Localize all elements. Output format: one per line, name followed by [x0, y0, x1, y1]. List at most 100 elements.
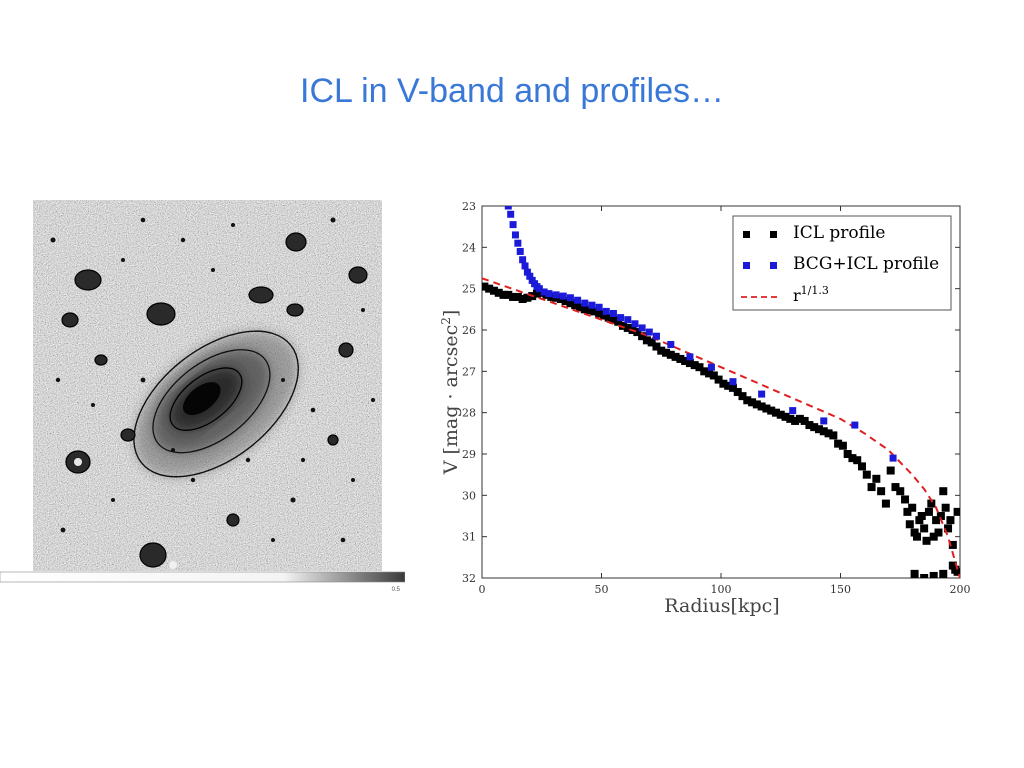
bcg-point: [631, 320, 639, 328]
icl-point: [838, 441, 847, 450]
x-tick-label: 0: [479, 583, 486, 596]
icl-point: [934, 528, 943, 537]
icl-point: [724, 381, 733, 390]
icl-point: [762, 404, 771, 413]
icl-point: [733, 388, 742, 396]
icl-point: [872, 474, 881, 483]
bcg-point: [545, 290, 553, 298]
x-tick-label: 50: [595, 583, 609, 596]
icl-point: [910, 528, 919, 537]
legend-marker-icl: [743, 231, 750, 238]
bcg-point: [609, 309, 617, 317]
icl-point: [948, 561, 957, 570]
icl-point: [791, 416, 800, 425]
icl-point: [886, 466, 895, 475]
icl-point: [881, 499, 890, 508]
icl-point: [666, 350, 675, 359]
icl-vband-image: [33, 200, 382, 571]
icl-point: [662, 348, 671, 357]
icl-point: [657, 346, 666, 355]
y-tick-label: 31: [462, 531, 476, 544]
icl-point: [489, 286, 498, 295]
icl-point: [920, 524, 929, 533]
icl-point: [901, 495, 910, 504]
bcg-point: [638, 324, 646, 332]
icl-point: [953, 567, 960, 576]
bcg-point: [559, 292, 567, 300]
icl-point: [867, 483, 876, 492]
icl-point: [946, 516, 955, 525]
icl-point: [862, 470, 871, 479]
y-tick-label: 26: [462, 324, 476, 337]
icl-point: [509, 292, 518, 301]
profile-chart: 0 50 100 150 200 23 24 25 26 27 28 29 30 31 32 ICL pro…: [439, 200, 971, 617]
colorbar-tick-label: 0.5: [392, 587, 401, 593]
bcg-point: [519, 256, 527, 264]
fit-line: [482, 277, 960, 578]
y-tick-label: 30: [462, 489, 476, 502]
icl-point: [853, 456, 862, 465]
icl-point: [619, 321, 628, 330]
icl-point: [566, 299, 575, 308]
icl-point: [915, 516, 924, 525]
icl-point: [604, 313, 613, 322]
icl-point: [738, 392, 747, 401]
bcg-point: [566, 294, 574, 302]
icl-point: [936, 512, 945, 520]
icl-point: [676, 354, 685, 363]
bcg-point: [540, 288, 548, 296]
icl-point: [633, 328, 642, 337]
icl-point: [671, 352, 680, 361]
icl-point: [642, 336, 651, 345]
legend-label-icl: ICL profile: [793, 223, 886, 243]
icl-point: [748, 398, 757, 407]
icl-point: [681, 357, 690, 365]
icl-point: [518, 295, 527, 303]
icl-point: [561, 297, 570, 306]
icl-point: [800, 416, 809, 425]
legend: ICL profile BCG+ICL profile r1/1.3: [732, 215, 952, 311]
axes: 0 50 100 150 200 23 24 25 26 27 28 29 30 31 32: [462, 200, 971, 596]
icl-point: [939, 487, 948, 496]
bcg-point: [581, 299, 589, 307]
icl-point: [810, 423, 819, 432]
y-tick-label: 29: [462, 448, 476, 461]
icl-point: [924, 507, 933, 516]
series-group: [482, 206, 960, 578]
icl-point: [599, 311, 608, 320]
y-tick-label: 24: [462, 241, 476, 254]
x-axis-label: Radius[kpc]: [664, 595, 779, 617]
icl-point: [609, 315, 618, 324]
y-tick-label: 32: [462, 572, 476, 585]
icl-point: [896, 487, 905, 496]
icl-point: [920, 574, 929, 578]
icl-point: [805, 421, 814, 430]
legend-marker-bcg: [743, 262, 750, 269]
icl-point: [638, 332, 647, 341]
bcg-point: [789, 407, 797, 415]
bcg-point: [667, 340, 675, 348]
bcg-point: [758, 390, 766, 398]
icl-halo: [133, 330, 299, 478]
bcg-point: [526, 272, 534, 280]
icl-point: [891, 483, 900, 492]
icl-point: [585, 306, 594, 315]
bcg-point: [535, 285, 543, 293]
icl-point: [910, 569, 919, 578]
icl-point: [690, 361, 699, 370]
bcg-point: [686, 353, 694, 361]
bcg-point: [617, 314, 625, 322]
legend-entry-icl: ICL profile: [743, 223, 886, 243]
icl-point: [728, 383, 737, 392]
bcg-point: [523, 268, 531, 276]
icl-point: [814, 425, 823, 434]
icl-point: [927, 499, 936, 508]
icl-point: [858, 462, 867, 471]
icl-point: [752, 400, 761, 409]
y-tick-label: 27: [462, 365, 476, 378]
icl-point: [877, 487, 886, 496]
legend-marker-icl: [770, 231, 777, 238]
series-layer: [482, 206, 960, 578]
icl-point: [795, 414, 804, 423]
bcg-point: [624, 316, 632, 324]
